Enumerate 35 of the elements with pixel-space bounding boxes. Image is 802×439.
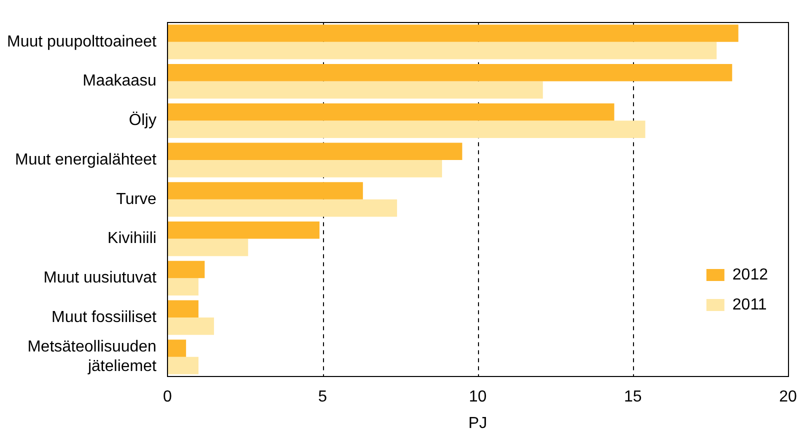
bar [167,238,248,256]
bar [167,120,646,138]
bar [167,300,198,318]
legend-label: 2012 [732,266,768,284]
x-tick-label: 0 [162,388,172,406]
bar [167,278,198,296]
bar [167,182,363,200]
bar [167,64,732,82]
bar [167,221,320,239]
y-tick-label: Kivihiili [108,230,156,248]
bar [167,103,614,121]
x-tick-label: 20 [779,388,797,406]
bar [167,160,442,178]
bar [167,24,738,42]
x-tick-label: 15 [624,388,642,406]
bar [167,142,462,160]
y-tick-label: Maakaasu [82,72,156,90]
bar [167,42,717,60]
legend-label: 2011 [732,296,767,314]
bar [167,340,186,357]
y-tick-label: Muut puupolttoaineet [6,33,157,50]
y-tick-label: Öljy [128,111,156,130]
bar [167,318,214,335]
y-tick-label: Muut fossiiliset [52,308,157,326]
y-tick-label: Muut energialähteet [15,151,157,168]
y-tick-label: Metsäteollisuuden jäteliemet [27,338,157,375]
bar [167,199,398,217]
y-tick-label: Muut uusiutuvat [43,270,157,287]
x-tick-label: 5 [318,388,328,406]
bar [167,81,543,99]
x-axis-title: PJ [468,414,488,432]
x-tick-label: 10 [468,388,487,406]
y-tick-label: Turve [116,190,157,208]
bar [167,260,205,278]
bar [167,356,198,374]
